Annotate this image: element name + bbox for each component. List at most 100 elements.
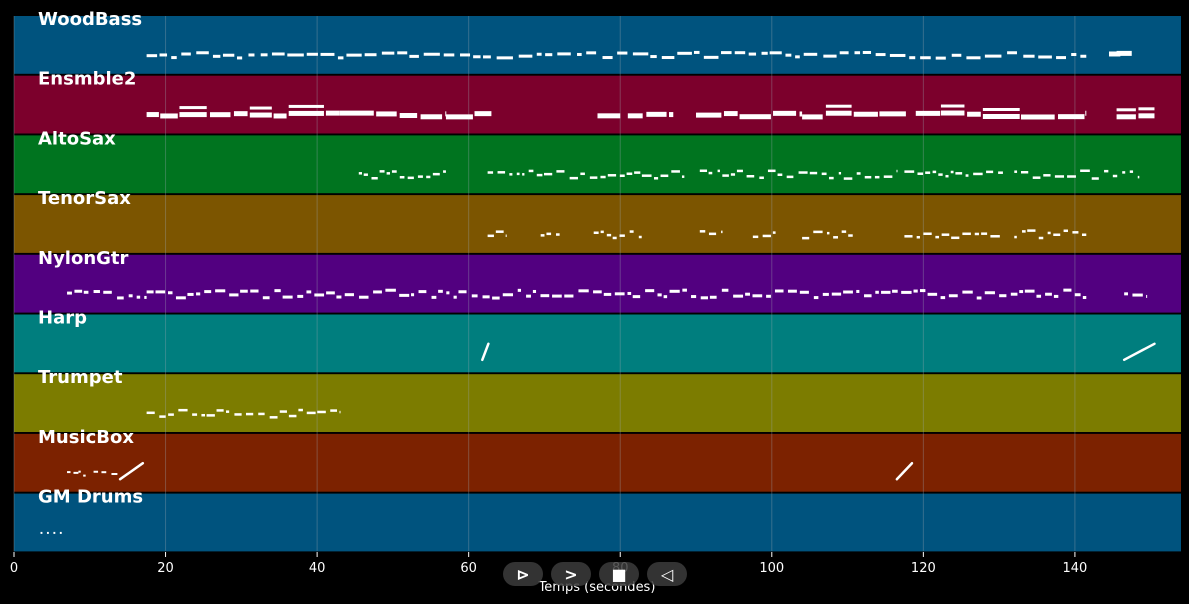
x-tick-label: 120 (911, 561, 936, 576)
note (641, 174, 652, 177)
note (288, 414, 297, 418)
note (373, 290, 382, 294)
glissando-note (1122, 342, 1156, 362)
note (950, 170, 954, 174)
note (262, 296, 270, 300)
note (654, 177, 659, 180)
note (216, 409, 224, 412)
note (376, 111, 397, 117)
note (803, 52, 818, 56)
note (234, 413, 242, 416)
track-label-musicbox: MusicBox (38, 427, 134, 448)
note (841, 230, 847, 233)
note (795, 55, 800, 59)
note (569, 176, 578, 180)
note (663, 295, 668, 299)
note (196, 51, 209, 55)
glissando-note (481, 342, 490, 362)
next-button[interactable]: > (551, 562, 591, 586)
note (1067, 175, 1076, 178)
note (83, 474, 86, 477)
note (699, 230, 706, 233)
note (237, 56, 243, 60)
note (1124, 292, 1128, 296)
note (938, 173, 943, 176)
note (646, 111, 667, 117)
note (626, 172, 633, 175)
note (260, 53, 268, 57)
track-band-ensmble2 (14, 75, 1181, 134)
note (1071, 53, 1077, 57)
track-band-gm-drums (14, 493, 1181, 552)
note (748, 52, 757, 56)
note (1138, 107, 1155, 111)
note (339, 110, 374, 116)
note (696, 112, 722, 118)
note (920, 56, 931, 60)
note (787, 289, 797, 293)
note (386, 172, 391, 175)
previous-button[interactable]: ◁ (647, 562, 687, 586)
note (786, 175, 794, 179)
track-label-trumpet: Trumpet (38, 367, 123, 388)
note (339, 410, 341, 414)
note (337, 56, 344, 60)
note (874, 175, 880, 179)
note (813, 296, 819, 300)
note (967, 111, 981, 117)
note (1080, 54, 1087, 58)
play-button[interactable]: ⊳ (503, 562, 543, 586)
note (473, 55, 481, 59)
note (691, 295, 697, 299)
note (703, 55, 719, 59)
note (1081, 233, 1087, 237)
note (117, 296, 124, 300)
track-band-nylongtr (14, 254, 1181, 313)
note (708, 232, 717, 236)
note (423, 52, 440, 56)
note (603, 292, 612, 296)
note (733, 294, 744, 298)
note (540, 234, 545, 237)
note (159, 415, 166, 418)
note (249, 106, 272, 110)
note (1072, 231, 1079, 234)
note (225, 410, 230, 413)
note (330, 409, 338, 412)
note (160, 113, 178, 119)
note (597, 113, 621, 119)
note (175, 296, 186, 300)
note (443, 170, 446, 173)
note (822, 292, 829, 296)
note (589, 176, 598, 179)
note (93, 470, 99, 473)
note (945, 174, 949, 178)
note (1047, 231, 1051, 235)
note (250, 289, 259, 293)
note (772, 231, 776, 234)
note (990, 235, 1000, 238)
note (825, 110, 852, 116)
note (306, 52, 318, 56)
note (632, 295, 641, 299)
note (144, 295, 147, 299)
track-band-woodbass (14, 16, 1181, 74)
note (901, 290, 912, 294)
note (722, 174, 729, 177)
track-label-woodbass: WoodBass (38, 9, 142, 30)
note (502, 293, 514, 297)
stop-button[interactable]: ■ (599, 562, 639, 586)
note (617, 51, 628, 55)
note (892, 289, 898, 293)
note (1056, 56, 1067, 60)
note (314, 293, 325, 297)
note (746, 175, 755, 178)
note (951, 53, 962, 57)
note (984, 291, 995, 295)
note (940, 296, 946, 300)
note (966, 56, 981, 60)
note (913, 289, 918, 293)
note (417, 175, 423, 178)
note (999, 294, 1007, 298)
note (669, 112, 674, 118)
